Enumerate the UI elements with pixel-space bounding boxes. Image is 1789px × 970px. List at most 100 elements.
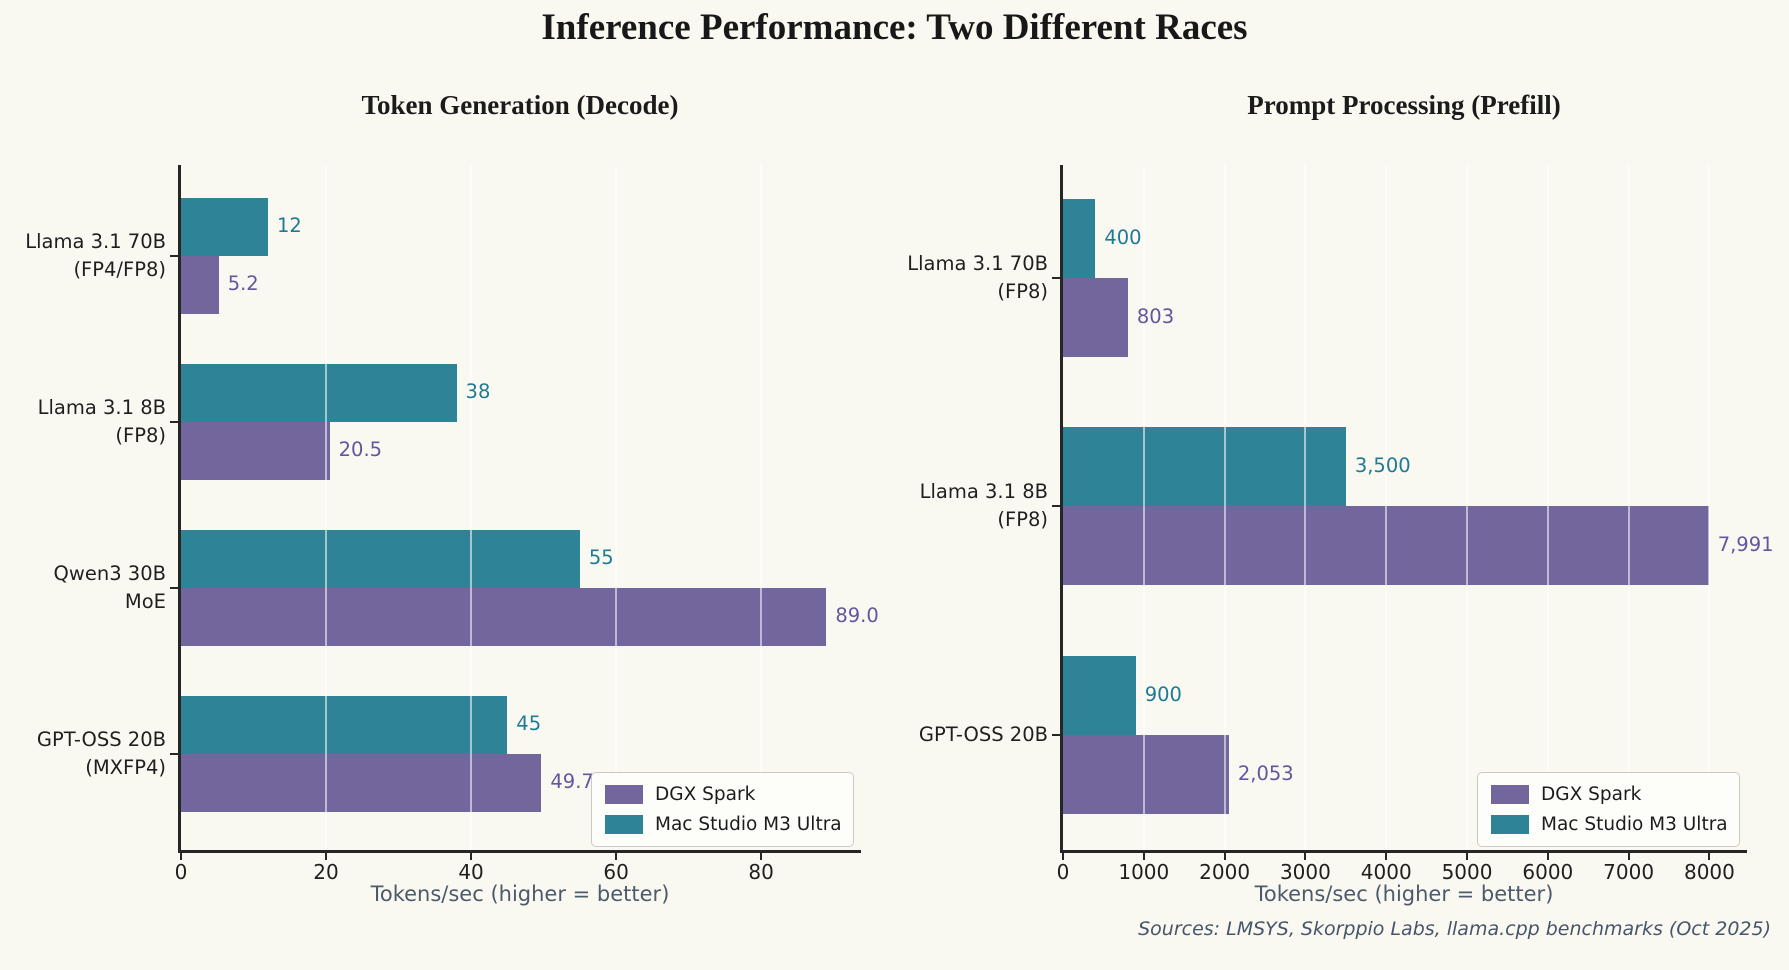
gridline xyxy=(1546,165,1549,850)
x-axis-tick xyxy=(1466,852,1469,860)
x-axis-tick xyxy=(1304,852,1307,860)
x-tick-label: 0 xyxy=(1056,860,1070,884)
bar xyxy=(1063,278,1128,358)
y-axis-tick xyxy=(1052,505,1061,508)
x-tick-label: 3000 xyxy=(1279,860,1331,884)
x-tick-label: 2000 xyxy=(1199,860,1251,884)
bar xyxy=(181,587,827,646)
category-label-line: (FP8) xyxy=(115,423,166,447)
y-axis-tick xyxy=(170,254,179,257)
bar xyxy=(1063,199,1096,279)
gridline xyxy=(615,165,618,850)
x-axis-tick xyxy=(1708,852,1711,860)
prefill-chart-title: Prompt Processing (Prefill) xyxy=(1247,90,1561,120)
x-axis-tick xyxy=(1546,852,1549,860)
x-tick-label: 0 xyxy=(174,860,188,884)
bar xyxy=(1063,656,1136,736)
y-axis-spine xyxy=(178,165,181,853)
bar-value-label: 900 xyxy=(1144,682,1182,706)
bar-value-label: 89.0 xyxy=(835,603,879,627)
category-label: GPT-OSS 20B xyxy=(743,721,1048,749)
x-tick-label: 1000 xyxy=(1118,860,1170,884)
category-label-line: Llama 3.1 8B xyxy=(919,480,1048,504)
x-tick-label: 8000 xyxy=(1683,860,1735,884)
x-axis-tick xyxy=(1385,852,1388,860)
legend-swatch xyxy=(1491,815,1529,834)
decode-chart-title: Token Generation (Decode) xyxy=(361,90,679,120)
bar-value-label: 45 xyxy=(516,712,542,736)
x-axis-tick xyxy=(180,852,182,860)
bar xyxy=(181,421,330,480)
bar-value-label: 5.2 xyxy=(227,271,259,295)
legend-label: DGX Spark xyxy=(655,784,756,805)
category-label: Llama 3.1 70B (FP8) xyxy=(743,250,1048,306)
legend: DGX Spark Mac Studio M3 Ultra xyxy=(591,772,854,847)
bar-value-label: 803 xyxy=(1136,304,1175,328)
x-tick-label: 7000 xyxy=(1603,860,1655,884)
category-label: GPT-OSS 20B (MXFP4) xyxy=(0,726,166,782)
bar-value-label: 2,053 xyxy=(1237,761,1294,785)
x-axis-tick xyxy=(1142,852,1145,860)
x-axis-tick xyxy=(470,852,473,860)
gridline xyxy=(1466,165,1469,850)
x-axis-tick xyxy=(760,852,763,860)
y-axis-tick xyxy=(170,586,179,589)
bar-value-label: 38 xyxy=(465,379,491,403)
gridline xyxy=(470,165,473,850)
category-label: Llama 3.1 8B (FP8) xyxy=(743,478,1048,534)
gridline xyxy=(1223,165,1226,850)
x-axis-spine xyxy=(178,850,861,853)
x-tick-label: 20 xyxy=(313,860,339,884)
x-axis-tick xyxy=(1627,852,1630,860)
category-label-line: GPT-OSS 20B xyxy=(36,728,166,752)
bar-value-label: 55 xyxy=(588,545,614,569)
x-axis-tick xyxy=(325,852,328,860)
bar xyxy=(181,363,457,422)
category-label: Llama 3.1 70B (FP4/FP8) xyxy=(0,228,166,284)
x-tick-label: 6000 xyxy=(1522,860,1574,884)
category-label-line: Llama 3.1 8B xyxy=(37,395,166,419)
x-axis-tick xyxy=(1223,852,1226,860)
x-tick-label: 60 xyxy=(603,860,629,884)
bar xyxy=(1063,735,1229,815)
bar xyxy=(181,696,508,755)
legend-label: Mac Studio M3 Ultra xyxy=(1541,814,1728,835)
gridline xyxy=(1708,165,1711,850)
legend-item: Mac Studio M3 Ultra xyxy=(605,814,842,835)
x-tick-label: 4000 xyxy=(1360,860,1412,884)
legend-swatch xyxy=(605,785,643,804)
category-label: Llama 3.1 8B (FP8) xyxy=(0,394,166,450)
main-title: Inference Performance: Two Different Rac… xyxy=(541,7,1248,48)
legend-item: DGX Spark xyxy=(1491,784,1726,805)
bar xyxy=(181,255,219,314)
decode-x-axis-label: Tokens/sec (higher = better) xyxy=(370,882,670,906)
gridline xyxy=(1385,165,1388,850)
x-axis-spine xyxy=(1060,850,1747,853)
bar xyxy=(1063,427,1346,507)
x-axis-tick xyxy=(615,852,618,860)
source-note: Sources: LMSYS, Skorppio Labs, llama.cpp… xyxy=(1138,918,1771,940)
legend-item: DGX Spark xyxy=(605,784,840,805)
legend-label: DGX Spark xyxy=(1541,784,1642,805)
category-label-line: GPT-OSS 20B xyxy=(918,723,1048,747)
category-label: Qwen3 30B MoE xyxy=(0,560,166,616)
legend-label: Mac Studio M3 Ultra xyxy=(655,814,842,835)
gridline xyxy=(325,165,328,850)
y-axis-tick xyxy=(170,420,179,423)
category-label-line: (FP8) xyxy=(997,280,1048,304)
x-tick-label: 80 xyxy=(748,860,774,884)
bar-value-label: 12 xyxy=(277,213,302,237)
gridline xyxy=(1627,165,1630,850)
bar-value-label: 3,500 xyxy=(1354,453,1411,477)
bar-value-label: 49.7 xyxy=(550,770,594,794)
legend-swatch xyxy=(605,815,643,834)
category-label-line: (FP8) xyxy=(997,508,1048,532)
gridline xyxy=(1142,165,1145,850)
y-axis-tick xyxy=(1052,277,1061,280)
legend: DGX Spark Mac Studio M3 Ultra xyxy=(1477,772,1740,847)
x-tick-label: 5000 xyxy=(1441,860,1493,884)
category-label-line: Llama 3.1 70B xyxy=(25,229,166,253)
x-axis-tick xyxy=(1062,852,1064,860)
gridline xyxy=(760,165,763,850)
category-label-line: Llama 3.1 70B xyxy=(907,252,1048,276)
